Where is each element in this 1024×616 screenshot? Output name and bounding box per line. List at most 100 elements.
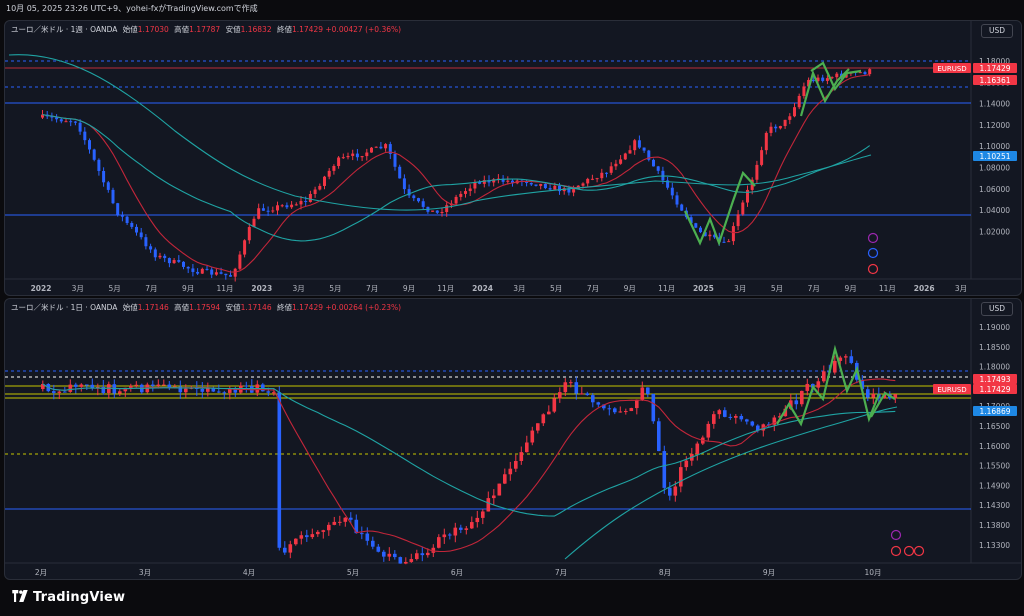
x-tick-label: 5月 <box>347 568 359 577</box>
candle-body <box>409 559 414 562</box>
candle-body <box>163 255 167 259</box>
candle-body <box>797 95 801 108</box>
candle-body <box>629 408 634 412</box>
candle-body <box>387 553 392 557</box>
y-tick-label: 1.13800 <box>979 521 1010 530</box>
candle-body <box>736 214 740 227</box>
candle-body <box>78 122 82 132</box>
candle-body <box>228 388 232 393</box>
candle-body <box>595 178 599 180</box>
candle-body <box>177 260 181 262</box>
candle-body <box>211 388 216 392</box>
candle-body <box>69 121 73 123</box>
event-icon-lightning <box>890 529 902 541</box>
x-tick-label: 9月 <box>844 284 856 293</box>
candle-body <box>670 187 674 196</box>
candle-body <box>519 452 524 461</box>
tradingview-logo[interactable]: TradingView <box>12 590 125 605</box>
candle-body <box>252 218 256 228</box>
price-tag-symbol-label: EURUSD <box>937 65 966 73</box>
candle-body <box>101 386 106 394</box>
candle-body <box>116 203 120 215</box>
candle-body <box>106 182 110 190</box>
candle-body <box>703 232 707 237</box>
candle-body <box>144 237 148 247</box>
y-tick-label: 1.18000 <box>979 363 1010 372</box>
x-tick-label: 9月 <box>403 284 415 293</box>
candle-body <box>129 385 133 388</box>
candle-body <box>276 205 279 211</box>
weekly-chart-canvas[interactable]: 1.180001.160001.140001.120001.100001.080… <box>5 21 1021 295</box>
candle-body <box>731 226 735 242</box>
x-tick-label: 11月 <box>216 284 233 293</box>
event-icon-flag <box>867 263 879 275</box>
y-tick-label: 1.16500 <box>979 422 1010 431</box>
weekly-legend: ユーロ／米ドル · 1週 · OANDA 始値1.17030 高値1.17787… <box>11 25 402 34</box>
candle-body <box>272 392 276 394</box>
candle-body <box>257 208 261 219</box>
x-tick-label: 5月 <box>329 284 341 293</box>
candle-body <box>552 398 557 412</box>
candle-body <box>563 382 568 393</box>
candle-body <box>280 205 284 207</box>
candle-body <box>178 386 183 393</box>
candle-body <box>713 234 717 238</box>
candle-body <box>596 402 601 405</box>
price-tag-symbol-label: EURUSD <box>937 386 966 394</box>
price-tag <box>973 406 1017 416</box>
candle-body <box>825 78 829 81</box>
candle-body <box>210 269 214 275</box>
candle-body <box>421 201 425 207</box>
moving-average-fast <box>42 74 870 273</box>
candle-body <box>800 390 804 405</box>
candle-body <box>151 384 155 386</box>
candle-body <box>475 517 480 523</box>
currency-button[interactable]: USD <box>981 24 1013 38</box>
candle-body <box>365 533 370 541</box>
candle-body <box>802 86 806 96</box>
candle-body <box>63 391 67 393</box>
candle-body <box>420 553 425 556</box>
currency-button[interactable]: USD <box>981 302 1013 316</box>
candle-body <box>607 408 612 410</box>
x-tick-label: 9月 <box>624 284 636 293</box>
footer: TradingView <box>0 580 1024 616</box>
candle-body <box>508 468 513 475</box>
candle-body <box>514 460 518 469</box>
moving-average-slow <box>564 406 898 560</box>
candle-body <box>481 511 485 518</box>
candle-body <box>567 188 571 193</box>
candle-body <box>294 538 298 545</box>
candle-body <box>442 534 447 538</box>
candle-body <box>162 384 166 386</box>
candle-body <box>415 553 419 560</box>
candle-body <box>191 268 195 272</box>
y-tick-label: 1.08000 <box>979 164 1010 173</box>
x-tick-label: 3月 <box>72 284 84 293</box>
candle-body <box>525 442 529 453</box>
candle-body <box>637 140 641 148</box>
x-tick-label: 3月 <box>292 284 304 293</box>
candle-body <box>772 417 777 425</box>
candle-body <box>59 119 63 122</box>
candle-body <box>338 521 342 523</box>
x-tick-label: 11月 <box>658 284 675 293</box>
change-value: +0.00427 (+0.36%) <box>325 25 402 34</box>
candle-body <box>308 193 312 202</box>
candle-body <box>816 77 820 82</box>
price-tag-label: 1.17429 <box>979 385 1010 394</box>
event-icon-flag <box>913 545 925 557</box>
daily-chart-pane[interactable]: 1.190001.185001.180001.175001.170001.165… <box>4 298 1022 580</box>
daily-chart-canvas[interactable]: 1.190001.185001.180001.175001.170001.165… <box>5 299 1021 579</box>
candle-body <box>511 180 514 184</box>
event-icon-lightning <box>867 232 879 244</box>
wave-line <box>684 170 756 247</box>
candle-body <box>750 179 754 190</box>
candle-body <box>130 223 134 227</box>
x-tick-label: 8月 <box>659 568 671 577</box>
candle-body <box>783 119 787 127</box>
candle-body <box>821 77 825 81</box>
weekly-chart-pane[interactable]: 1.180001.160001.140001.120001.100001.080… <box>4 20 1022 296</box>
price-tag <box>973 374 1017 384</box>
candle-body <box>580 393 584 395</box>
